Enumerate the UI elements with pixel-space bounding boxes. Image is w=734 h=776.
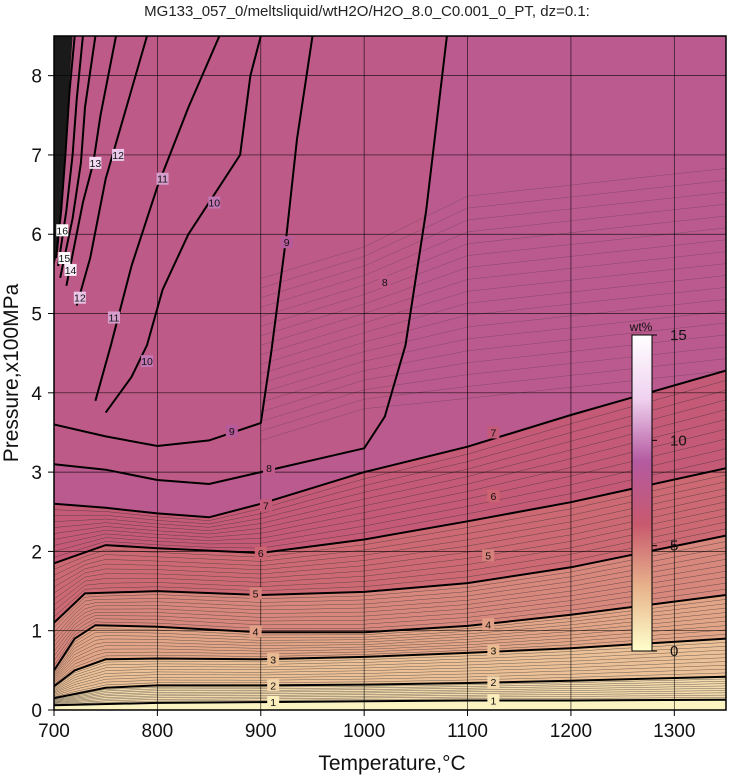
svg-text:15: 15 bbox=[58, 253, 70, 265]
contour-14 bbox=[59, 36, 97, 279]
contour-11 bbox=[94, 36, 221, 402]
contour-label-6: 6 bbox=[254, 546, 267, 560]
contour-5 bbox=[54, 534, 726, 624]
contour-label-12: 12 bbox=[112, 148, 125, 162]
y-tick-label: 7 bbox=[31, 146, 42, 167]
y-tick-label: 2 bbox=[31, 542, 42, 563]
contour-label-13: 13 bbox=[89, 156, 102, 170]
svg-text:14: 14 bbox=[65, 265, 77, 277]
contour-10 bbox=[104, 36, 262, 414]
contour-8 bbox=[54, 36, 448, 486]
colorbar-bar bbox=[631, 334, 653, 652]
plot-frame bbox=[53, 35, 727, 711]
svg-text:6: 6 bbox=[490, 491, 496, 503]
y-tick-label: 6 bbox=[31, 225, 42, 246]
svg-text:2: 2 bbox=[490, 677, 496, 689]
minor-contours bbox=[54, 168, 726, 705]
y-tick-label: 0 bbox=[31, 701, 42, 722]
svg-text:4: 4 bbox=[253, 626, 259, 638]
svg-text:11: 11 bbox=[109, 312, 120, 324]
contour-label-3: 3 bbox=[487, 644, 500, 658]
colorbar-tick-label: 0 bbox=[670, 643, 678, 660]
contour-label-1: 1 bbox=[267, 696, 280, 709]
y-axis-label: Pressure,x100MPa bbox=[0, 283, 23, 462]
svg-text:3: 3 bbox=[490, 646, 496, 658]
colorbar-tick-label: 5 bbox=[670, 538, 678, 555]
contour-label-15: 15 bbox=[58, 252, 71, 265]
contour-label-9: 9 bbox=[280, 236, 293, 249]
contour-label-2: 2 bbox=[487, 676, 500, 689]
x-tick-label: 1100 bbox=[447, 721, 488, 742]
contour-label-11: 11 bbox=[107, 311, 120, 324]
svg-text:1: 1 bbox=[270, 697, 276, 709]
contour-label-5: 5 bbox=[482, 549, 495, 562]
contour-label-9: 9 bbox=[225, 424, 238, 438]
svg-text:11: 11 bbox=[157, 174, 168, 186]
x-tick-label: 1300 bbox=[653, 721, 695, 742]
contour-label-7: 7 bbox=[487, 426, 500, 439]
svg-text:5: 5 bbox=[253, 588, 259, 600]
contour-label-4: 4 bbox=[249, 625, 262, 638]
svg-text:8: 8 bbox=[382, 277, 388, 289]
contour-2 bbox=[54, 675, 726, 700]
contour-1 bbox=[54, 698, 726, 707]
x-tick-label: 800 bbox=[142, 721, 174, 742]
svg-text:4: 4 bbox=[485, 619, 491, 631]
contour-label-2: 2 bbox=[267, 679, 280, 692]
y-tick-label: 4 bbox=[31, 384, 42, 405]
svg-text:10: 10 bbox=[208, 198, 220, 210]
colorbar: wt% 0 5 10 15 bbox=[629, 320, 687, 660]
x-tick-label: 1000 bbox=[343, 721, 385, 742]
x-tick-label: 900 bbox=[245, 721, 277, 742]
contour-12 bbox=[75, 36, 148, 306]
svg-text:9: 9 bbox=[284, 237, 290, 249]
svg-text:12: 12 bbox=[74, 293, 86, 305]
contour-3 bbox=[54, 637, 726, 687]
contour-label-14: 14 bbox=[64, 263, 77, 277]
contour-6 bbox=[54, 467, 726, 565]
contour-label-10: 10 bbox=[141, 355, 154, 368]
x-tick-label: 700 bbox=[38, 721, 70, 742]
contour-label-12: 12 bbox=[73, 291, 86, 305]
svg-text:8: 8 bbox=[266, 463, 272, 475]
contour-label-16: 16 bbox=[56, 224, 69, 237]
svg-text:3: 3 bbox=[270, 654, 276, 666]
y-tick-label: 8 bbox=[31, 67, 42, 88]
svg-text:13: 13 bbox=[90, 158, 102, 170]
svg-text:7: 7 bbox=[490, 427, 496, 439]
y-tick-label: 3 bbox=[31, 463, 42, 484]
contour-label-3: 3 bbox=[267, 653, 280, 666]
y-tick-label: 5 bbox=[31, 305, 42, 326]
contour-label-10: 10 bbox=[208, 196, 221, 210]
colorbar-tick-label: 15 bbox=[670, 327, 687, 344]
svg-text:6: 6 bbox=[258, 548, 264, 560]
svg-text:7: 7 bbox=[263, 500, 269, 512]
svg-text:16: 16 bbox=[56, 225, 68, 237]
svg-text:5: 5 bbox=[485, 550, 491, 562]
contour-label-6: 6 bbox=[487, 489, 500, 503]
contour-label-4: 4 bbox=[482, 618, 495, 631]
colorbar-tick-label: 10 bbox=[670, 432, 687, 449]
svg-text:9: 9 bbox=[229, 426, 235, 438]
svg-text:1: 1 bbox=[490, 695, 496, 707]
svg-text:2: 2 bbox=[270, 680, 276, 692]
contour-label-7: 7 bbox=[259, 499, 272, 512]
x-tick-label: 1200 bbox=[550, 721, 592, 742]
y-tick-label: 1 bbox=[31, 622, 42, 643]
svg-text:12: 12 bbox=[112, 150, 124, 162]
contour-label-8: 8 bbox=[263, 462, 276, 475]
contour-label-8: 8 bbox=[378, 275, 391, 289]
colorbar-unit: wt% bbox=[629, 320, 653, 334]
contour-label-1: 1 bbox=[487, 694, 500, 707]
contour-label-5: 5 bbox=[249, 587, 262, 600]
chart-title: MG133_057_0/meltsliquid/wtH2O/H2O_8.0_C0… bbox=[144, 3, 590, 20]
x-axis-label: Temperature,°C bbox=[318, 752, 465, 775]
contour-label-11: 11 bbox=[156, 172, 169, 186]
svg-text:10: 10 bbox=[141, 356, 153, 368]
contour-9 bbox=[54, 36, 314, 448]
